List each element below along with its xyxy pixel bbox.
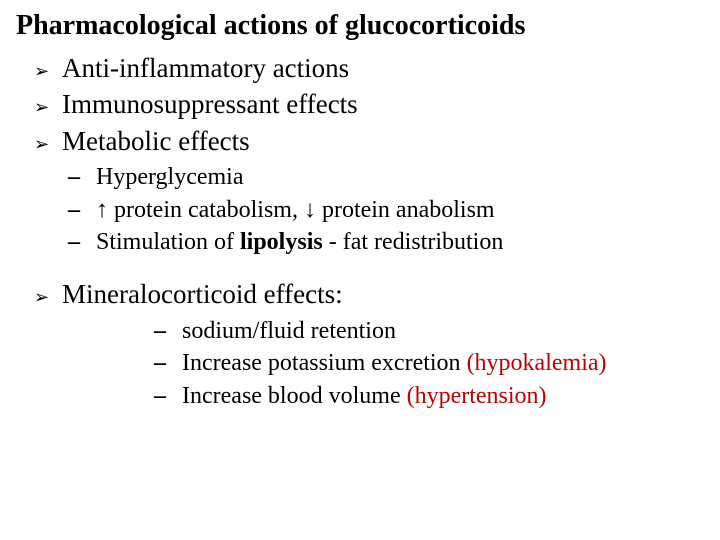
hypertension-paren: (hypertension) bbox=[407, 383, 547, 409]
potassium-text: Increase potassium excretion bbox=[182, 350, 467, 376]
sub-text: ↑ protein catabolism, ↓ protein anabolis… bbox=[96, 194, 495, 226]
bullet-anti-inflammatory: ➢ Anti-inflammatory actions bbox=[16, 50, 704, 86]
slide-title: Pharmacological actions of glucocorticoi… bbox=[16, 10, 704, 42]
arrow-bullet-icon: ➢ bbox=[30, 95, 62, 119]
sub-hyperglycemia: – Hyperglycemia bbox=[16, 161, 704, 193]
bullet-text: Immunosuppressant effects bbox=[62, 86, 358, 122]
bullet-mineralocorticoid: ➢ Mineralocorticoid effects: bbox=[16, 276, 704, 312]
dash-bullet-icon: – bbox=[64, 226, 96, 258]
sub-text: Increase potassium excretion (hypokalemi… bbox=[182, 347, 607, 379]
dash-bullet-icon: – bbox=[64, 194, 96, 226]
arrow-bullet-icon: ➢ bbox=[30, 59, 62, 83]
bullet-immunosuppressant: ➢ Immunosuppressant effects bbox=[16, 86, 704, 122]
blood-volume-text: Increase blood volume bbox=[182, 383, 407, 409]
sub-text: Hyperglycemia bbox=[96, 161, 244, 193]
dash-bullet-icon: – bbox=[64, 161, 96, 193]
sub-protein: – ↑ protein catabolism, ↓ protein anabol… bbox=[16, 194, 704, 226]
dash-bullet-icon: – bbox=[150, 380, 182, 412]
hypokalemia-paren: (hypokalemia) bbox=[467, 350, 607, 376]
lipolysis-bold: lipolysis bbox=[240, 229, 323, 255]
lipolysis-suffix: - fat redistribution bbox=[323, 229, 504, 255]
arrow-bullet-icon: ➢ bbox=[30, 132, 62, 156]
sub-blood-volume: – Increase blood volume (hypertension) bbox=[16, 380, 704, 412]
sub-text: Stimulation of lipolysis - fat redistrib… bbox=[96, 226, 503, 258]
bullet-metabolic: ➢ Metabolic effects bbox=[16, 123, 704, 159]
sub-text: Increase blood volume (hypertension) bbox=[182, 380, 547, 412]
dash-bullet-icon: – bbox=[150, 315, 182, 347]
arrow-bullet-icon: ➢ bbox=[30, 285, 62, 309]
slide-container: Pharmacological actions of glucocorticoi… bbox=[0, 0, 720, 412]
sub-text: sodium/fluid retention bbox=[182, 315, 396, 347]
sub-potassium: – Increase potassium excretion (hypokale… bbox=[16, 347, 704, 379]
dash-bullet-icon: – bbox=[150, 347, 182, 379]
bullet-text: Anti-inflammatory actions bbox=[62, 50, 349, 86]
sub-sodium: – sodium/fluid retention bbox=[16, 315, 704, 347]
lipolysis-prefix: Stimulation of bbox=[96, 229, 240, 255]
sub-lipolysis: – Stimulation of lipolysis - fat redistr… bbox=[16, 226, 704, 258]
bullet-text: Mineralocorticoid effects: bbox=[62, 276, 343, 312]
bullet-text: Metabolic effects bbox=[62, 123, 250, 159]
